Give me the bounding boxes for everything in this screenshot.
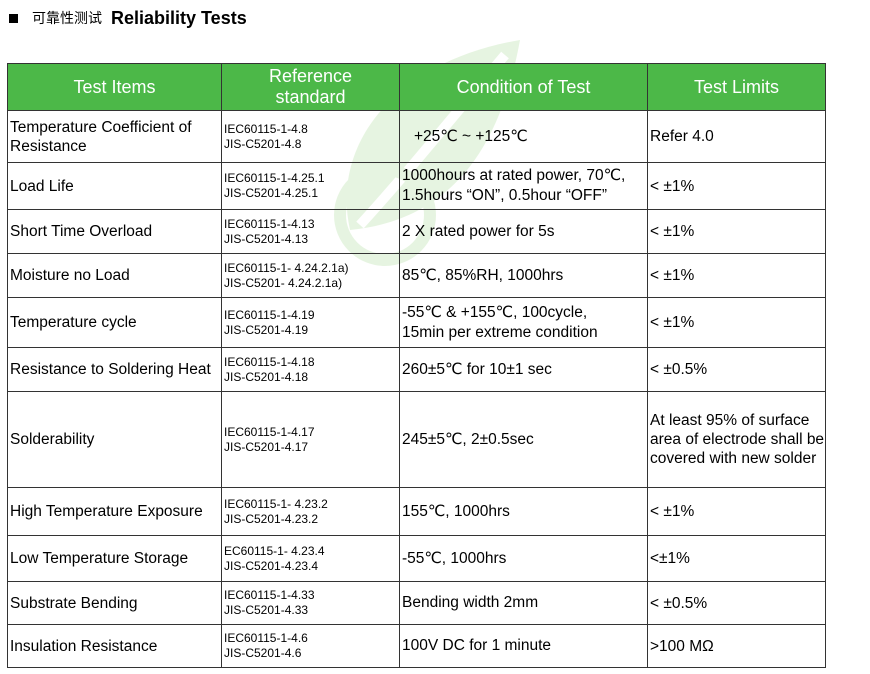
test-limit: <±1% [647,535,826,582]
test-item: Temperature Coefficient of Resistance [7,110,222,163]
table-row: Temperature Coefficient of Resistance IE… [7,110,826,163]
header-test-items: Test Items [7,63,222,111]
reference-standard: IEC60115-1-4.13 JIS-C5201-4.13 [221,209,400,254]
test-item: Load Life [7,162,222,210]
reference-standard: IEC60115-1- 4.24.2.1a) JIS-C5201- 4.24.2.… [221,253,400,298]
test-condition: 100V DC for 1 minute [399,624,648,668]
test-item: Moisture no Load [7,253,222,298]
test-condition: 2 X rated power for 5s [399,209,648,254]
test-limit: < ±0.5% [647,581,826,625]
test-limit: < ±0.5% [647,347,826,392]
table-row: Solderability IEC60115-1-4.17 JIS-C5201-4… [7,391,826,488]
header-reference-standard: Reference standard [221,63,400,111]
table-row: Temperature cycle IEC60115-1-4.19 JIS-C52… [7,297,826,348]
reference-standard: IEC60115-1-4.8 JIS-C5201-4.8 [221,110,400,163]
test-item: Resistance to Soldering Heat [7,347,222,392]
heading-chinese: 可靠性测试 [32,11,102,27]
table-row: Short Time Overload IEC60115-1-4.13 JIS-C… [7,209,826,254]
reference-standard: IEC60115-1-4.17 JIS-C5201-4.17 [221,391,400,488]
test-item: Insulation Resistance [7,624,222,668]
header-condition-of-test: Condition of Test [399,63,648,111]
test-limit: < ±1% [647,162,826,210]
reference-standard: IEC60115-1-4.33 JIS-C5201-4.33 [221,581,400,625]
table-row: Moisture no Load IEC60115-1- 4.24.2.1a) J… [7,253,826,298]
test-item: Solderability [7,391,222,488]
test-limit: < ±1% [647,297,826,348]
header-test-limits: Test Limits [647,63,826,111]
test-item: Low Temperature Storage [7,535,222,582]
test-condition: 85℃, 85%RH, 1000hrs [399,253,648,298]
test-condition: 245±5℃, 2±0.5sec [399,391,648,488]
test-item: Substrate Bending [7,581,222,625]
table-row: Load Life IEC60115-1-4.25.1 JIS-C5201-4.2… [7,162,826,210]
reference-standard: IEC60115-1-4.19 JIS-C5201-4.19 [221,297,400,348]
test-limit: >100 MΩ [647,624,826,668]
test-item: Temperature cycle [7,297,222,348]
test-condition: +25℃ ~ +125℃ [399,110,648,163]
reference-standard: IEC60115-1-4.6 JIS-C5201-4.6 [221,624,400,668]
test-limit: < ±1% [647,209,826,254]
test-condition: 260±5℃ for 10±1 sec [399,347,648,392]
reference-standard: EC60115-1- 4.23.4 JIS-C5201-4.23.4 [221,535,400,582]
reference-standard: IEC60115-1- 4.23.2 JIS-C5201-4.23.2 [221,487,400,536]
test-item: Short Time Overload [7,209,222,254]
test-condition: -55℃ & +155℃, 100cycle, 15min per extreme… [399,297,648,348]
header-row: Test Items Reference standard Condition … [7,63,826,111]
reference-standard: IEC60115-1-4.25.1 JIS-C5201-4.25.1 [221,162,400,210]
test-limit: < ±1% [647,487,826,536]
test-limit: At least 95% of surface area of electrod… [647,391,826,488]
test-limit: Refer 4.0 [647,110,826,163]
table-row: High Temperature Exposure IEC60115-1- 4.… [7,487,826,536]
reliability-tests-table: Test Items Reference standard Condition … [7,63,826,668]
heading-english: Reliability Tests [111,7,247,28]
test-item: High Temperature Exposure [7,487,222,536]
reference-standard: IEC60115-1-4.18 JIS-C5201-4.18 [221,347,400,392]
table-row: Substrate Bending IEC60115-1-4.33 JIS-C52… [7,581,826,625]
test-condition: Bending width 2mm [399,581,648,625]
table-row: Insulation Resistance IEC60115-1-4.6 JIS-… [7,624,826,668]
section-heading: 可靠性测试 Reliability Tests [9,8,247,28]
test-condition: 1000hours at rated power, 70℃, 1.5hours “… [399,162,648,210]
table-row: Low Temperature Storage EC60115-1- 4.23.… [7,535,826,582]
test-condition: -55℃, 1000hrs [399,535,648,582]
test-limit: < ±1% [647,253,826,298]
table-row: Resistance to Soldering Heat IEC60115-1-… [7,347,826,392]
square-bullet-icon [9,13,18,23]
test-condition: 155℃, 1000hrs [399,487,648,536]
